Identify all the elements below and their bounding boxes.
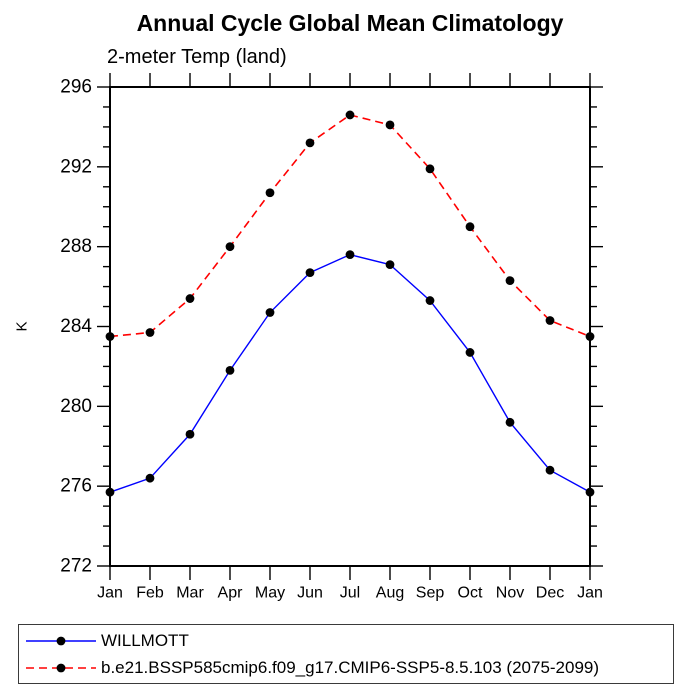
legend-row-willmott: WILLMOTT [24,628,673,654]
series-1-marker [145,328,155,337]
series-0-marker [225,366,235,375]
series-1-marker [425,164,435,174]
legend-label-model: b.e21.BSSP585cmip6.f09_g17.CMIP6-SSP5-8.… [101,657,600,677]
series-1-marker [305,138,315,148]
series-1-marker [345,110,355,120]
y-tick-label: 292 [60,156,92,177]
y-tick-label: 284 [60,316,92,337]
x-tick-label: Jul [340,585,360,602]
y-axis-label: K [14,321,31,331]
series-line-0 [109,253,591,493]
x-tick-label: Nov [496,585,524,602]
series-0-marker [385,260,395,270]
series-1-marker [385,120,395,130]
y-tick-label: 288 [60,236,92,257]
x-tick-label: Sep [416,585,445,602]
x-tick-label: Jun [297,585,323,602]
willmott-line-sample [26,636,96,645]
y-tick-label: 280 [60,396,92,417]
series-1-marker [185,294,195,303]
legend-row-model: b.e21.BSSP585cmip6.f09_g17.CMIP6-SSP5-8.… [24,655,673,681]
series-0-marker [145,473,155,483]
x-tick-label: May [255,585,285,602]
y-tick-label: 272 [60,556,92,577]
series-0-marker [105,487,115,497]
series-line-1 [109,114,591,338]
chart-subtitle: 2-meter Temp (land) [107,46,287,68]
series-0-marker [265,308,275,317]
legend-marker-icon [56,663,66,672]
series-0-marker [425,296,435,305]
chart-title: Annual Cycle Global Mean Climatology [136,10,564,36]
x-tick-label: Aug [376,585,404,602]
series-1-marker [105,332,115,341]
series-1-marker [225,242,235,252]
series-1-marker [505,276,515,285]
series-0-marker [585,487,595,497]
series-1-marker [265,188,275,198]
x-tick-label: Oct [458,585,483,602]
series-1-marker [545,316,555,325]
y-tick-label: 276 [60,476,92,497]
x-tick-label: Apr [218,585,244,602]
x-tick-label: Feb [136,585,164,602]
legend-marker-icon [56,636,66,645]
x-tick-label: Jan [97,585,123,602]
series-0-marker [505,417,515,427]
series-1-marker [585,332,595,341]
x-tick-label: Mar [176,585,204,602]
x-tick-label: Dec [536,585,564,602]
series-0-marker [345,250,355,260]
legend: WILLMOTT b.e21.BSSP585cmip6.f09_g17.CMIP… [18,624,674,684]
series-0-marker [545,465,555,475]
plot-frame [109,86,591,567]
y-tick-label: 296 [60,77,92,98]
series-1-marker [465,222,475,232]
series-0-marker [465,348,475,357]
series-0-marker [305,268,315,278]
x-tick-label: Jan [577,585,603,602]
legend-label-willmott: WILLMOTT [101,630,189,650]
series-0-marker [185,429,195,439]
model-line-sample [26,663,96,672]
